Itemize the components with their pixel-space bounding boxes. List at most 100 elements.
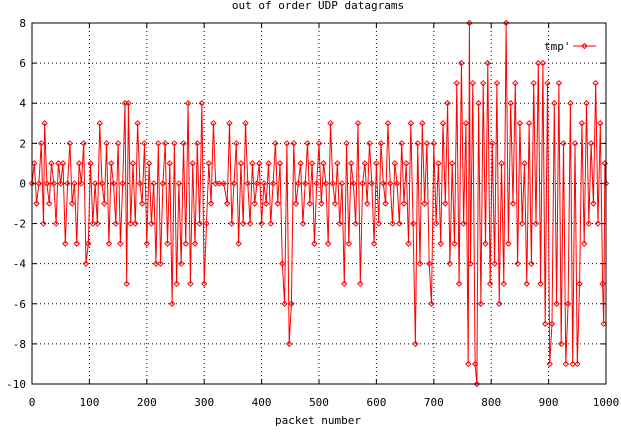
y-tick-label: 0 [19, 177, 26, 190]
data-point [57, 180, 64, 187]
data-point [571, 140, 579, 147]
y-tick-label: 6 [19, 57, 26, 70]
data-point [159, 180, 167, 187]
data-point [281, 300, 288, 307]
data-point [398, 140, 405, 147]
y-tick-label: -2 [13, 218, 26, 231]
data-point [465, 360, 472, 368]
data-point [382, 200, 389, 207]
data-point [145, 160, 153, 167]
data-point [518, 220, 526, 227]
data-point [324, 240, 332, 247]
data-point [546, 360, 553, 368]
data-point [91, 180, 99, 187]
data-point [560, 140, 567, 147]
data-point [386, 180, 394, 187]
data-point [205, 160, 212, 167]
data-point [389, 220, 396, 227]
data-point [59, 160, 67, 167]
data-point [114, 140, 122, 147]
data-point [479, 79, 487, 87]
data-point [276, 160, 284, 167]
data-point [152, 260, 160, 267]
x-tick-label: 1000 [593, 396, 620, 409]
data-point [432, 220, 440, 227]
data-point [469, 79, 477, 87]
data-point [306, 200, 314, 207]
data-point [237, 160, 245, 167]
data-point [484, 59, 491, 67]
data-point [180, 140, 187, 147]
data-point [272, 140, 279, 147]
data-point [368, 180, 376, 187]
data-point [498, 160, 505, 167]
data-point [496, 300, 503, 307]
data-point [318, 200, 325, 207]
data-point [80, 140, 87, 147]
data-point [548, 320, 556, 328]
x-tick-label: 900 [539, 396, 559, 409]
data-point [539, 59, 547, 67]
data-point [523, 280, 530, 287]
data-point [196, 220, 203, 227]
data-point [134, 120, 141, 127]
data-point [373, 160, 380, 167]
data-point [161, 140, 169, 147]
data-point [555, 79, 563, 87]
data-point [428, 300, 435, 307]
data-point [482, 240, 489, 247]
data-point [444, 100, 451, 107]
data-point [334, 160, 341, 167]
data-point [171, 140, 178, 147]
data-point [178, 260, 185, 267]
data-point [168, 300, 176, 307]
x-tick-label: 100 [79, 396, 99, 409]
data-point [377, 140, 385, 147]
data-point [283, 140, 291, 147]
series-layer [28, 19, 610, 388]
data-point [400, 200, 408, 207]
data-point [553, 300, 560, 307]
data-point [535, 59, 542, 67]
data-point [184, 100, 192, 107]
data-point [505, 240, 512, 247]
data-point [235, 240, 242, 247]
data-point [119, 180, 126, 187]
data-point [258, 220, 265, 227]
data-point [320, 160, 327, 167]
data-point [416, 260, 424, 267]
data-point [311, 240, 318, 247]
data-point [439, 120, 447, 127]
data-point [331, 200, 339, 207]
data-point [233, 140, 240, 147]
data-point [265, 160, 272, 167]
data-point [458, 59, 465, 67]
y-tick-label: -10 [6, 378, 26, 391]
data-point [55, 160, 62, 167]
data-point [96, 120, 103, 127]
data-point [267, 220, 274, 227]
data-point [396, 220, 403, 227]
data-point [336, 220, 343, 227]
x-tick-label: 600 [366, 396, 386, 409]
data-point [210, 120, 217, 127]
data-point [341, 280, 348, 287]
y-tick-label: 2 [19, 137, 26, 150]
data-point [562, 360, 570, 368]
data-point [48, 160, 55, 167]
data-point [43, 180, 51, 187]
data-point [299, 220, 307, 227]
data-point [141, 140, 148, 147]
data-point [345, 240, 353, 247]
data-point [409, 220, 417, 227]
data-point [41, 120, 48, 127]
data-point [599, 280, 606, 287]
data-point [587, 140, 595, 147]
data-point [194, 140, 201, 147]
data-point [35, 180, 43, 187]
data-point [52, 220, 60, 227]
data-point [215, 180, 223, 187]
x-tick-label: 800 [481, 396, 501, 409]
data-point [530, 79, 537, 87]
